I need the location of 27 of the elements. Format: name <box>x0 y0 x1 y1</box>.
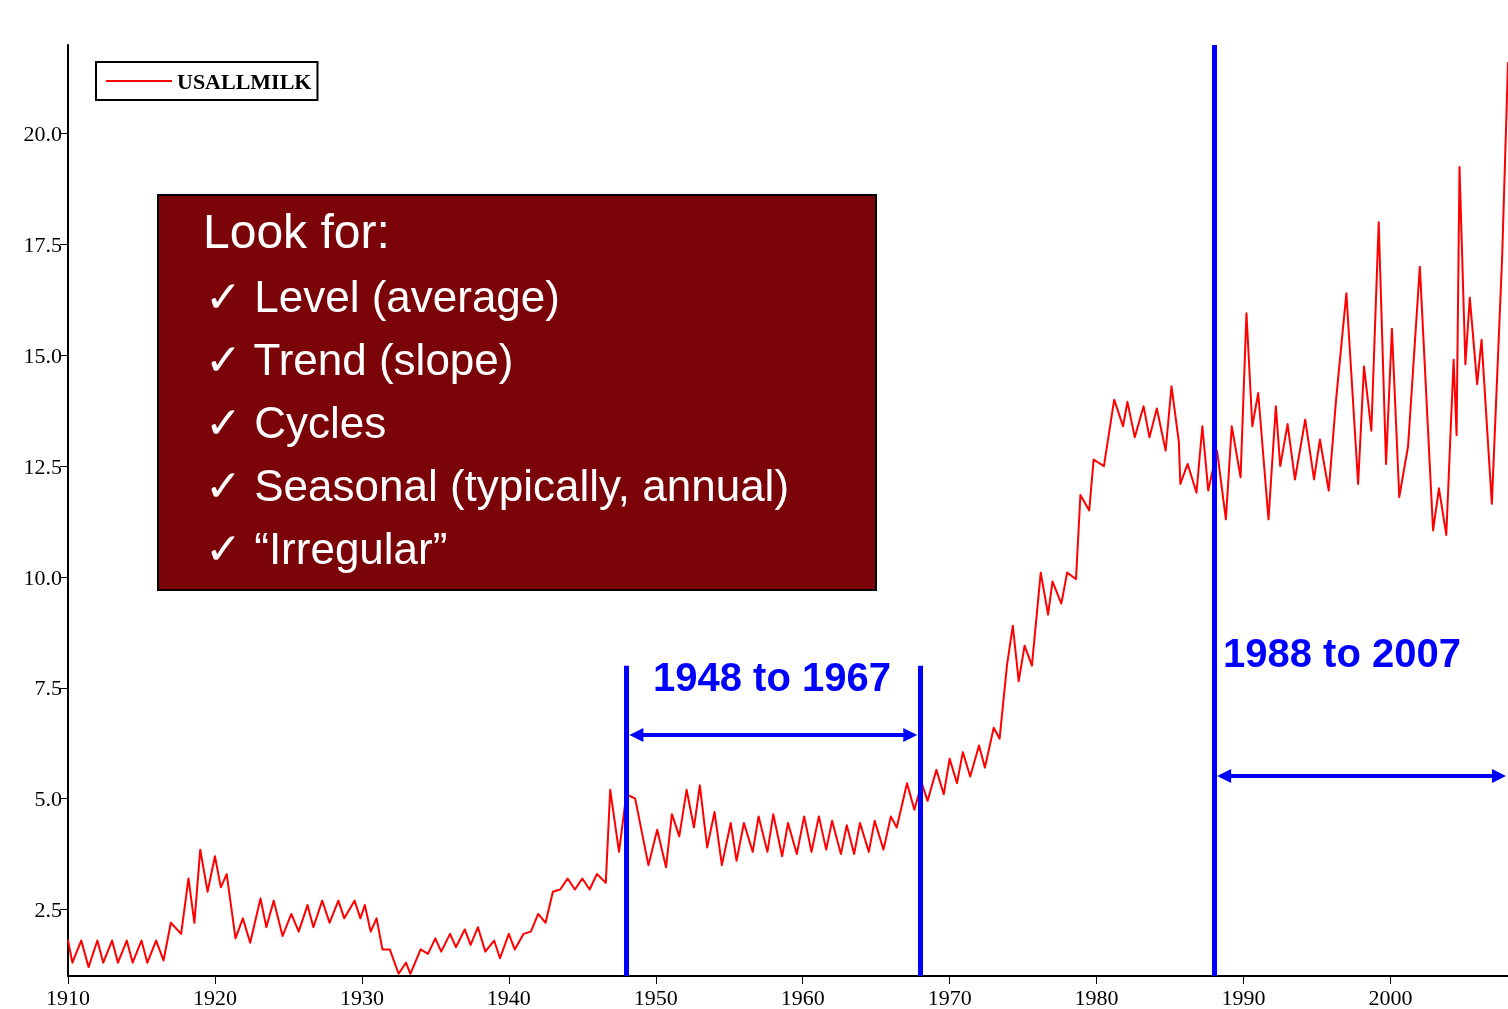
y-tick-label: 20.0 <box>23 121 62 147</box>
y-tick-label: 12.5 <box>23 453 62 479</box>
annotation: 1988 to 2007 <box>1223 630 1461 676</box>
y-tick-label: 10.0 <box>23 564 62 590</box>
x-tick-label: 1930 <box>339 984 384 1009</box>
annotation: ✓ “Irregular” <box>205 523 448 574</box>
annotation: ✓ Level (average) <box>205 271 560 322</box>
x-tick-label: 1940 <box>486 984 531 1009</box>
x-tick-label: 1950 <box>633 984 678 1009</box>
annotation: ✓ Trend (slope) <box>205 334 514 385</box>
y-tick-label: 15.0 <box>23 342 62 368</box>
x-tick-label: 1910 <box>46 984 90 1009</box>
x-tick-label: 1980 <box>1074 984 1119 1009</box>
x-tick-label: 1920 <box>192 984 237 1009</box>
y-tick-label: 17.5 <box>23 232 62 257</box>
x-tick-label: 1970 <box>927 984 972 1009</box>
legend-label: USALLMILK <box>177 68 312 94</box>
annotation: ✓ Cycles <box>205 397 387 448</box>
x-tick-label: 1990 <box>1221 984 1266 1009</box>
annotation: 1948 to 1967 <box>653 654 891 700</box>
annotation: ✓ Seasonal (typically, annual) <box>205 460 790 511</box>
y-tick-label: 2.5 <box>34 897 62 922</box>
y-tick-label: 5.0 <box>34 786 62 812</box>
x-tick-label: 2000 <box>1368 984 1413 1009</box>
y-tick-label: 7.5 <box>34 675 62 701</box>
annotation: Look for: <box>203 204 390 259</box>
x-tick-label: 1960 <box>780 984 825 1009</box>
